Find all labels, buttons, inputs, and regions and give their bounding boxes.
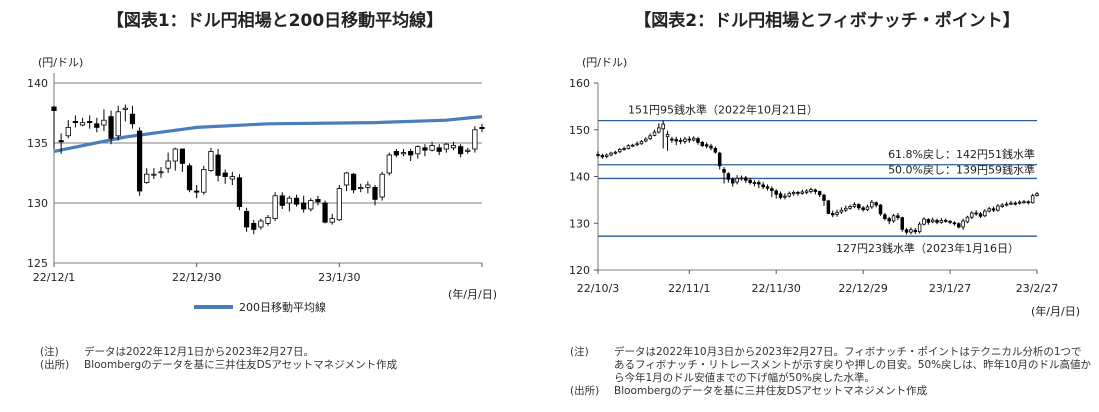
candle-body bbox=[450, 144, 457, 149]
candle-body bbox=[358, 186, 364, 189]
chart-1-y-unit: (円/ドル) bbox=[38, 56, 83, 69]
candle-body bbox=[136, 130, 143, 192]
candle-body bbox=[379, 173, 385, 198]
candle-body bbox=[457, 146, 464, 155]
candle-body bbox=[179, 148, 186, 164]
candle-body bbox=[365, 184, 371, 188]
candle-body bbox=[94, 123, 100, 128]
candle-body bbox=[79, 122, 86, 126]
y-tick-label: 125 bbox=[27, 257, 48, 270]
candle-body bbox=[286, 197, 293, 204]
candle-body bbox=[208, 150, 214, 171]
candle-body bbox=[465, 149, 471, 152]
candle-body bbox=[144, 173, 150, 183]
candle-body bbox=[172, 148, 178, 162]
candle-body bbox=[222, 172, 228, 177]
candle-body bbox=[336, 188, 342, 221]
note-line: データは2022年10月3日から2023年2月27日。フィボナッチ・ポイントはテ… bbox=[614, 346, 1082, 358]
candle-body bbox=[108, 116, 114, 139]
candle-body bbox=[51, 106, 57, 111]
note-text: データは2022年12月1日から2023年2月27日。 bbox=[84, 346, 315, 358]
note-line: あるフィボナッチ・リトレースメントが示す戻りや押しの目安。50%戻しは、昨年10… bbox=[614, 359, 1091, 371]
candle-body bbox=[472, 129, 478, 150]
chart-1-title: 【図表1：ドル円相場と200日移動平均線】 bbox=[107, 10, 443, 31]
candle-body bbox=[229, 176, 235, 180]
candle-body bbox=[158, 171, 164, 174]
y-tick-label: 130 bbox=[27, 197, 48, 210]
candle-body bbox=[201, 168, 207, 193]
candle-body bbox=[58, 140, 64, 143]
candle-body bbox=[101, 119, 107, 126]
candle-body bbox=[400, 152, 407, 155]
candle-body bbox=[329, 218, 335, 223]
candle-body bbox=[115, 111, 121, 137]
candle-body bbox=[415, 146, 421, 155]
chart-1-legend-label: 200日移動平均線 bbox=[239, 300, 326, 314]
candle-body bbox=[408, 150, 414, 156]
candle-body bbox=[301, 202, 307, 210]
x-tick-label: 22/12/1 bbox=[33, 271, 75, 284]
candle-body bbox=[293, 197, 300, 205]
candle-body bbox=[372, 186, 378, 200]
candle-body bbox=[272, 195, 278, 220]
candle-body bbox=[122, 107, 128, 110]
candle-body bbox=[129, 113, 136, 125]
candle-body bbox=[443, 143, 449, 150]
candle-body bbox=[72, 121, 79, 124]
candle-body bbox=[265, 216, 271, 224]
candle-body bbox=[308, 200, 314, 210]
y-tick-label: 140 bbox=[27, 77, 48, 90]
candle-body bbox=[422, 147, 428, 151]
chart-2-notes: (注) データは2022年10月3日から2023年2月27日。フィボナッチ・ポイ… bbox=[570, 346, 1091, 398]
candle-body bbox=[151, 173, 157, 176]
y-tick-label: 135 bbox=[27, 137, 48, 150]
ma-series-line bbox=[53, 115, 483, 153]
chart-1-x-unit: (年/月/日) bbox=[448, 287, 497, 301]
chart-1-notes: (注) データは2022年12月1日から2023年2月27日。 (出所) Bloom… bbox=[40, 346, 397, 372]
candle-body bbox=[65, 127, 71, 137]
candle-body bbox=[236, 177, 243, 208]
candle-body bbox=[322, 202, 328, 223]
candle-body bbox=[87, 121, 93, 124]
candle-body bbox=[393, 150, 400, 156]
note-label: (注) bbox=[40, 346, 59, 358]
candle-body bbox=[165, 160, 171, 169]
candle-body bbox=[194, 190, 200, 193]
candle-body bbox=[279, 195, 285, 206]
candle-body bbox=[350, 173, 357, 191]
candle-body bbox=[343, 172, 350, 186]
x-tick-label: 22/12/30 bbox=[172, 271, 221, 284]
candle-body bbox=[429, 144, 435, 151]
source-label: (出所) bbox=[40, 359, 70, 371]
candle-body bbox=[215, 154, 221, 176]
source-text: Bloombergのデータを基に三井住友DSアセットマネジメント作成 bbox=[614, 385, 928, 397]
candle-body bbox=[386, 154, 392, 174]
candle-body bbox=[479, 127, 485, 130]
source-text: Bloombergのデータを基に三井住友DSアセットマネジメント作成 bbox=[84, 359, 398, 371]
source-label: (出所) bbox=[570, 385, 600, 397]
candle-body bbox=[258, 220, 264, 228]
candle-body bbox=[186, 165, 193, 191]
note-line: ら今年1月のドル安値までの下げ幅が50%戻した水準。 bbox=[614, 372, 876, 384]
note-label: (注) bbox=[570, 346, 589, 358]
x-tick-label: 23/1/30 bbox=[318, 271, 360, 284]
candle-body bbox=[251, 222, 257, 230]
candle-body bbox=[243, 210, 250, 228]
candle-body bbox=[315, 198, 321, 203]
candle-body bbox=[436, 147, 442, 152]
